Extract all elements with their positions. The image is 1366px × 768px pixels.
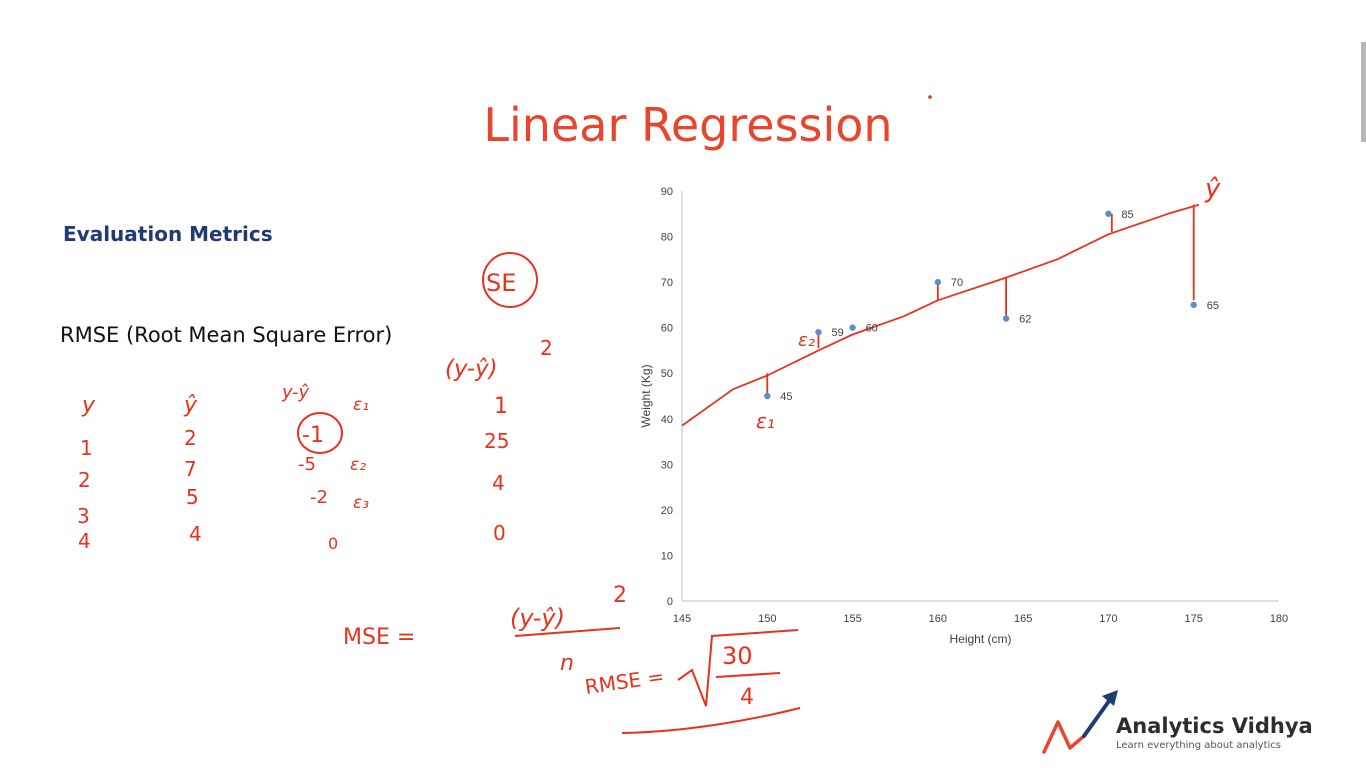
x-tick-label: 170 bbox=[1099, 613, 1117, 625]
y-tick-label: 80 bbox=[661, 232, 673, 244]
section-subtitle: Evaluation Metrics bbox=[63, 222, 273, 246]
data-label: 85 bbox=[1121, 209, 1133, 221]
x-tick-label: 180 bbox=[1270, 613, 1288, 625]
data-point bbox=[1002, 315, 1010, 322]
x-tick-label: 165 bbox=[1014, 613, 1032, 625]
logo-mark-icon bbox=[1042, 690, 1118, 754]
data-label: 65 bbox=[1207, 300, 1219, 312]
y-axis-label: Weight (Kg) bbox=[639, 364, 653, 427]
data-label: 59 bbox=[831, 327, 843, 339]
y-tick-label: 20 bbox=[661, 505, 673, 517]
regression-line bbox=[681, 203, 1200, 427]
x-tick-label: 145 bbox=[673, 613, 691, 625]
x-tick-label: 150 bbox=[758, 613, 776, 625]
data-label: 60 bbox=[866, 323, 878, 335]
data-label: 45 bbox=[780, 391, 792, 403]
x-tick-label: 160 bbox=[929, 613, 947, 625]
y-tick-label: 30 bbox=[661, 459, 673, 471]
data-label: 62 bbox=[1019, 314, 1031, 326]
y-tick-label: 40 bbox=[661, 414, 673, 426]
data-point bbox=[764, 392, 771, 400]
y-tick-label: 50 bbox=[661, 368, 673, 380]
y-tick-label: 10 bbox=[661, 550, 673, 562]
data-point bbox=[815, 329, 822, 336]
logo-tagline: Learn everything about analytics bbox=[1116, 740, 1282, 751]
x-tick-label: 155 bbox=[843, 613, 861, 625]
data-point bbox=[1190, 301, 1197, 309]
analytics-vidhya-logo: Analytics Vidhya Learn everything about … bbox=[1040, 688, 1340, 758]
window-scroll-edge bbox=[1361, 42, 1366, 142]
metric-heading: RMSE (Root Mean Square Error) bbox=[60, 323, 393, 347]
x-axis-label: Height (cm) bbox=[949, 632, 1011, 646]
data-point bbox=[849, 324, 856, 331]
data-label: 70 bbox=[951, 277, 963, 289]
y-tick-label: 70 bbox=[661, 277, 673, 289]
y-tick-label: 60 bbox=[661, 323, 673, 335]
x-tick-label: 175 bbox=[1185, 613, 1203, 625]
slide-title: Linear Regression bbox=[483, 98, 893, 152]
data-point bbox=[1105, 210, 1112, 217]
y-tick-label: 0 bbox=[667, 596, 673, 608]
logo-name: Analytics Vidhya bbox=[1116, 714, 1313, 738]
y-tick-label: 90 bbox=[661, 186, 673, 198]
data-point bbox=[934, 278, 942, 286]
